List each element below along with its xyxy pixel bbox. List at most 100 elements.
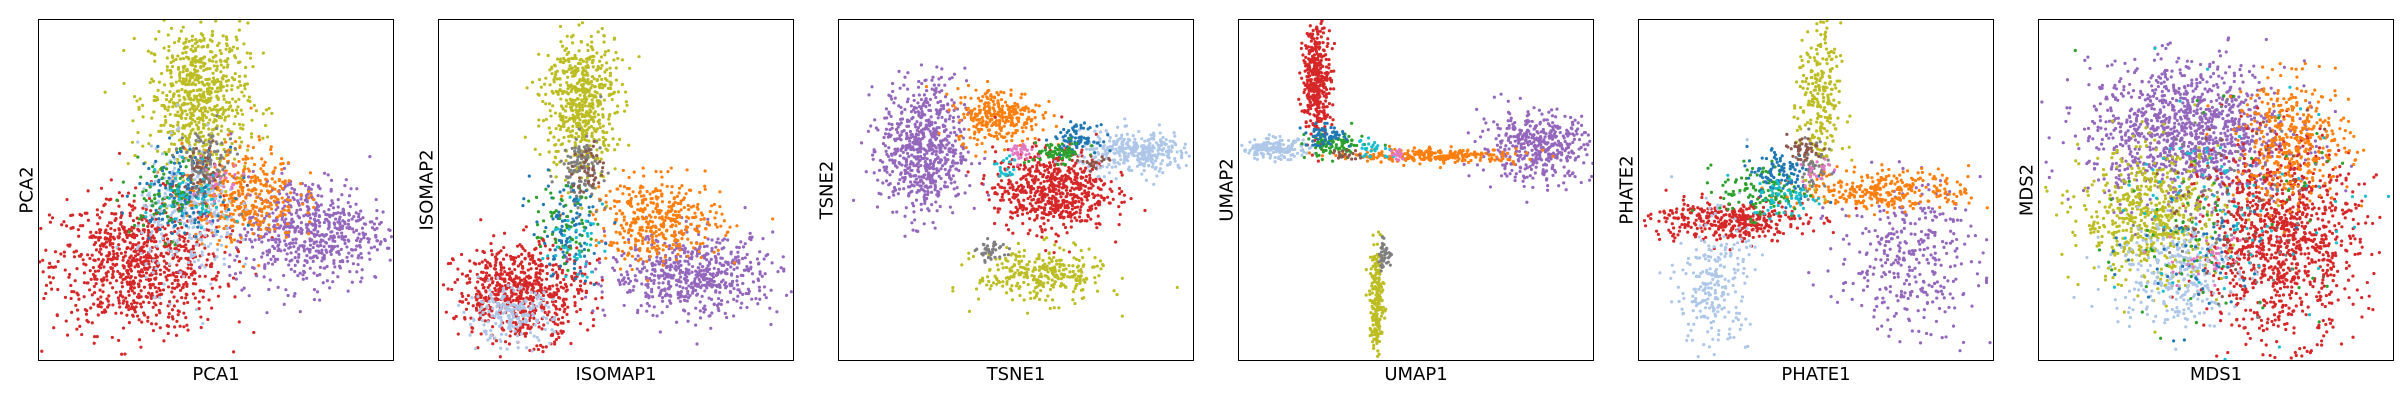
point — [320, 233, 324, 237]
point — [271, 244, 275, 248]
point — [203, 212, 207, 216]
point — [690, 257, 694, 261]
point — [207, 210, 211, 214]
point — [200, 206, 204, 210]
point — [148, 286, 153, 290]
point — [231, 45, 236, 49]
point — [497, 308, 502, 312]
point — [563, 282, 568, 286]
point — [199, 154, 203, 158]
point — [524, 225, 528, 229]
point — [136, 252, 140, 257]
point — [265, 253, 270, 257]
point — [169, 26, 174, 30]
point — [698, 300, 702, 304]
point — [743, 242, 747, 246]
point — [514, 256, 518, 260]
point — [296, 201, 301, 205]
point — [546, 321, 550, 325]
point — [208, 219, 212, 223]
point — [104, 197, 109, 201]
point — [164, 251, 169, 255]
point — [556, 332, 560, 336]
point — [499, 266, 503, 270]
point — [530, 301, 535, 306]
point — [492, 267, 497, 271]
point — [179, 192, 183, 196]
point — [170, 308, 175, 312]
point — [152, 52, 156, 56]
point — [686, 291, 690, 296]
point — [191, 247, 195, 251]
point — [175, 241, 179, 245]
point — [195, 161, 199, 165]
point — [47, 265, 51, 270]
point — [495, 292, 499, 296]
point — [311, 223, 315, 227]
point — [280, 167, 284, 172]
point — [735, 279, 739, 283]
point — [147, 236, 151, 240]
point — [735, 283, 740, 287]
point — [207, 153, 212, 157]
point — [716, 252, 721, 256]
point — [652, 281, 656, 285]
point — [221, 213, 225, 217]
point — [137, 217, 141, 221]
point — [513, 303, 518, 307]
point — [323, 217, 328, 222]
point — [687, 268, 691, 272]
point — [171, 124, 175, 128]
point — [256, 227, 261, 231]
point — [215, 95, 219, 99]
point — [96, 269, 101, 273]
point — [282, 208, 287, 212]
point — [95, 213, 100, 217]
point — [253, 199, 257, 203]
point — [252, 204, 256, 208]
point — [129, 260, 133, 265]
point — [194, 282, 198, 286]
point — [147, 262, 151, 266]
point — [537, 293, 541, 297]
point — [480, 319, 485, 323]
point — [645, 309, 649, 313]
point — [194, 146, 199, 151]
point — [758, 270, 762, 274]
point — [196, 258, 201, 262]
point — [515, 340, 520, 344]
point — [144, 275, 148, 280]
point — [136, 244, 141, 248]
point — [262, 172, 267, 176]
point — [95, 208, 99, 212]
point — [668, 244, 672, 248]
point — [588, 261, 592, 266]
point — [332, 221, 336, 225]
point — [96, 303, 100, 307]
point — [771, 230, 775, 234]
point — [318, 265, 323, 269]
point — [120, 281, 124, 285]
point — [513, 332, 517, 336]
point — [200, 238, 204, 242]
point — [534, 282, 538, 286]
point — [273, 259, 277, 264]
point — [215, 114, 219, 118]
point — [118, 232, 122, 236]
point — [168, 112, 172, 116]
point — [178, 98, 182, 102]
point — [499, 315, 503, 320]
point — [712, 202, 717, 207]
point — [236, 105, 240, 109]
point — [584, 291, 588, 295]
point — [536, 347, 541, 352]
point — [259, 227, 263, 232]
point — [681, 286, 685, 290]
point — [215, 274, 219, 278]
point — [779, 266, 783, 270]
point — [133, 153, 137, 158]
point — [680, 184, 684, 188]
point — [768, 306, 772, 310]
point — [170, 142, 174, 146]
point — [741, 292, 745, 296]
